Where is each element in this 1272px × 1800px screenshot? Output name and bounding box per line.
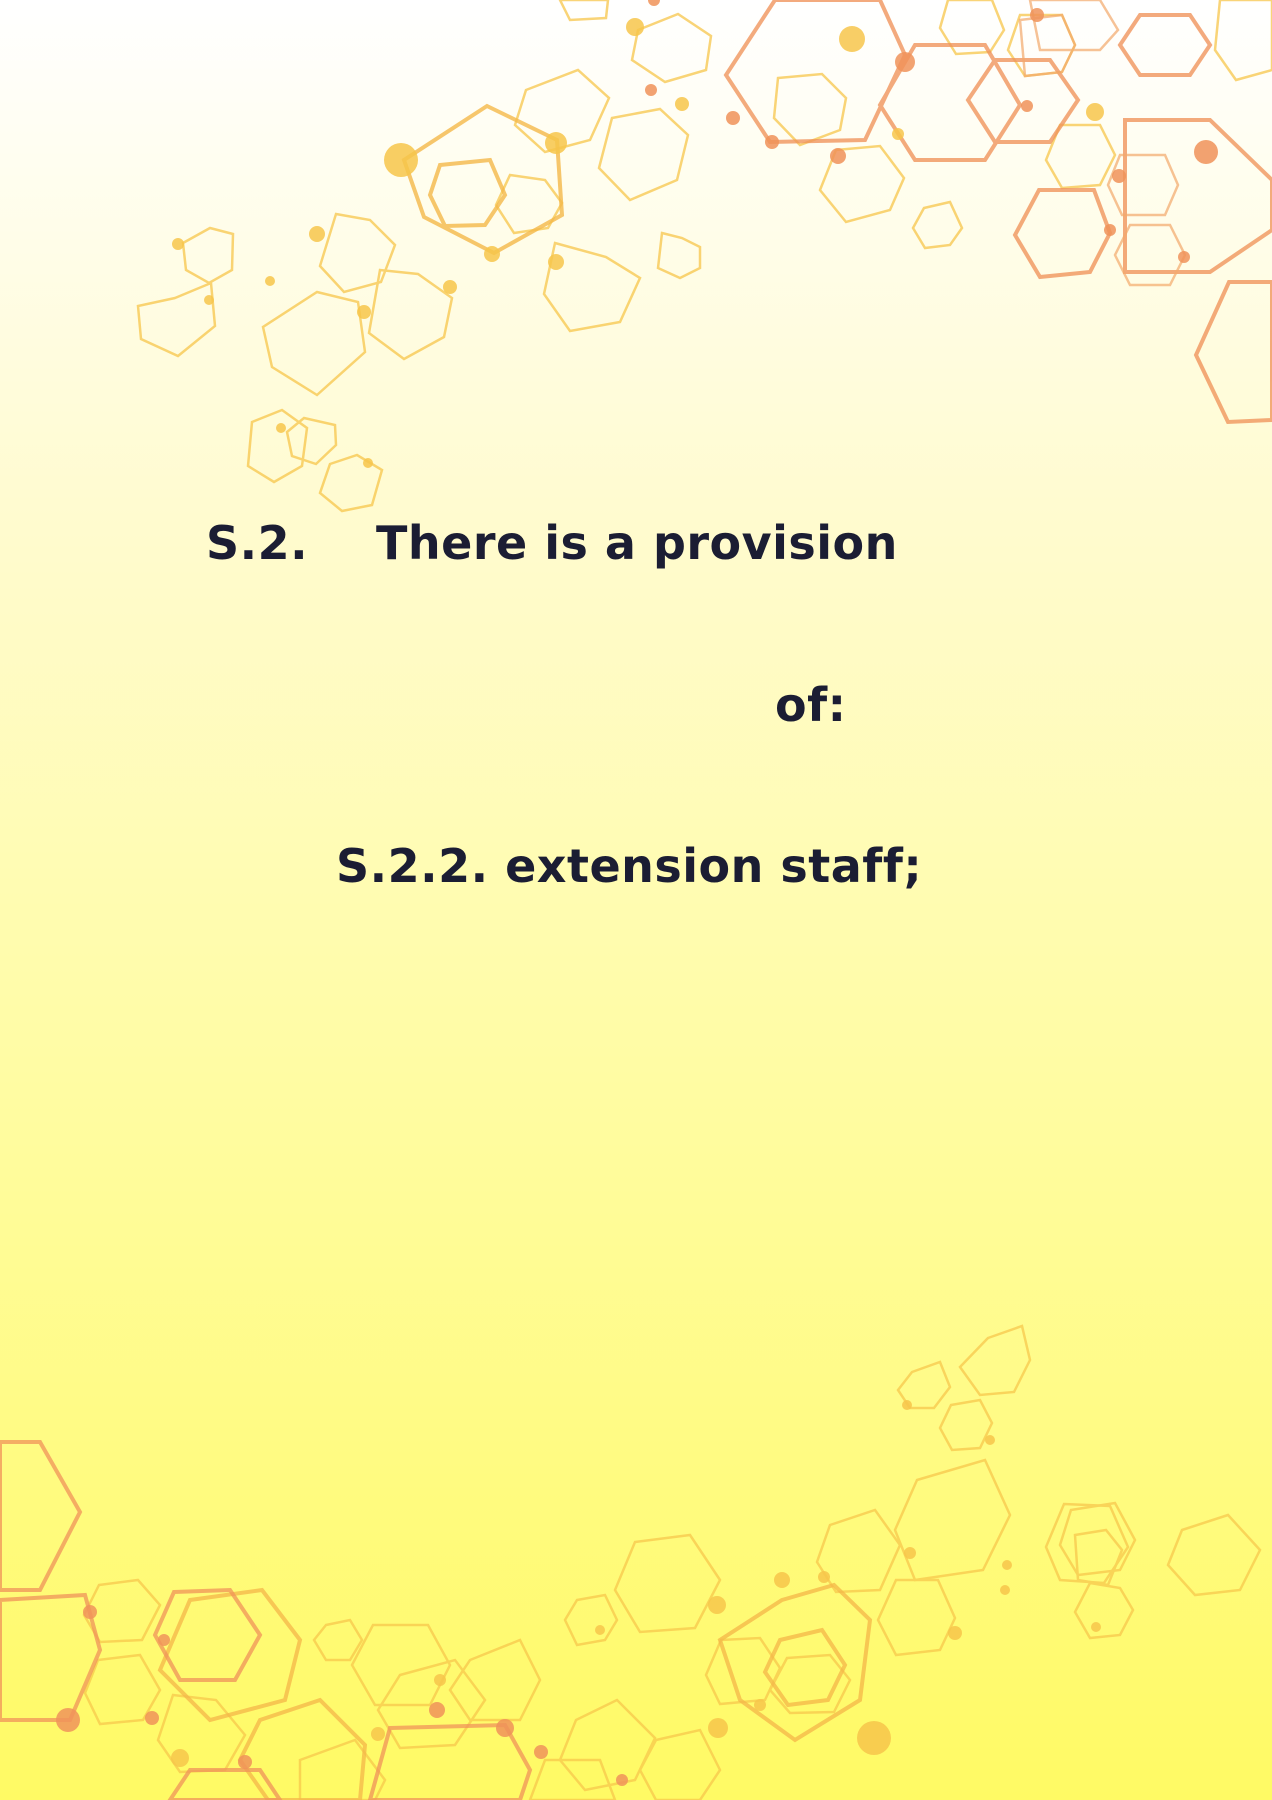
hexagon-decoration-top bbox=[136, 0, 1272, 513]
subsection-item: S.2.2. extension staff; bbox=[336, 839, 923, 893]
section-continuation: of: bbox=[775, 678, 847, 732]
hexagon-decoration-bottom bbox=[0, 1324, 1262, 1800]
section-number: S.2. bbox=[206, 516, 309, 570]
section-heading: There is a provision bbox=[376, 516, 898, 570]
